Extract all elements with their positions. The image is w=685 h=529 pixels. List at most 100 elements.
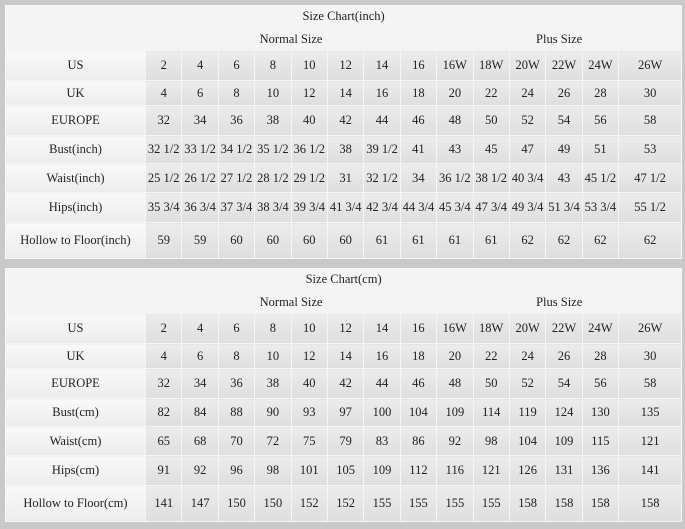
size-value-cell: 20W: [508, 50, 547, 81]
size-value-cell: 22W: [545, 313, 583, 344]
size-value-cell: 72: [254, 426, 292, 456]
size-value-cell: 136: [581, 455, 620, 486]
corner-cell: [5, 290, 146, 314]
chart-title: Size Chart(inch): [4, 5, 683, 28]
size-value-cell: 121: [618, 426, 683, 456]
size-value-cell: 40: [290, 368, 328, 399]
size-value-cell: 92: [436, 426, 474, 456]
size-value-cell: 131: [545, 455, 583, 486]
size-value-cell: 62: [618, 222, 683, 259]
size-value-cell: 58: [618, 105, 683, 136]
size-value-cell: 37 3/4: [217, 192, 256, 223]
size-value-cell: 51: [581, 135, 620, 164]
size-value-cell: 50: [472, 368, 510, 399]
size-value-cell: 31: [326, 163, 365, 193]
size-value-cell: 34: [399, 163, 438, 193]
size-value-cell: 28 1/2: [254, 163, 292, 193]
row-label: Waist(cm): [5, 426, 146, 456]
row-label: Waist(inch): [5, 163, 146, 193]
size-value-cell: 26W: [618, 50, 683, 81]
size-value-cell: 45 1/2: [581, 163, 620, 193]
size-value-cell: 100: [363, 398, 401, 427]
table-row: EUROPE 32 34 36 38 40 42 44 46 48 50 52 54 56 58: [5, 105, 683, 136]
table-row: EUROPE 32 34 36 38 40 42 44 46 48 50 52 54 56 58: [5, 368, 683, 399]
size-value-cell: 42: [326, 368, 365, 399]
size-value-cell: 26 1/2: [181, 163, 219, 193]
size-value-cell: 114: [472, 398, 510, 427]
row-label: Hollow to Floor(cm): [5, 485, 146, 522]
size-value-cell: 14: [326, 343, 365, 369]
size-value-cell: 135: [618, 398, 683, 427]
size-value-cell: 6: [217, 313, 256, 344]
size-value-cell: 26: [545, 343, 583, 369]
size-value-cell: 30: [618, 343, 683, 369]
size-value-cell: 38 1/2: [472, 163, 510, 193]
size-value-cell: 130: [581, 398, 620, 427]
size-value-cell: 49: [545, 135, 583, 164]
size-value-cell: 105: [326, 455, 365, 486]
size-value-cell: 32 1/2: [363, 163, 401, 193]
size-value-cell: 126: [508, 455, 547, 486]
size-value-cell: 42: [326, 105, 365, 136]
size-value-cell: 20: [436, 80, 474, 106]
size-value-cell: 24: [508, 80, 547, 106]
size-value-cell: 45: [472, 135, 510, 164]
size-value-cell: 60: [326, 222, 365, 259]
size-value-cell: 90: [254, 398, 292, 427]
size-value-cell: 43: [436, 135, 474, 164]
size-value-cell: 152: [290, 485, 328, 522]
size-value-cell: 70: [217, 426, 256, 456]
size-value-cell: 59: [181, 222, 219, 259]
size-value-cell: 150: [217, 485, 256, 522]
size-value-cell: 61: [472, 222, 510, 259]
size-value-cell: 16: [363, 80, 401, 106]
row-label: US: [5, 50, 146, 81]
size-value-cell: 48: [436, 105, 474, 136]
size-value-cell: 46: [399, 368, 438, 399]
row-label: Hollow to Floor(inch): [5, 222, 146, 259]
size-value-cell: 44: [363, 368, 401, 399]
size-value-cell: 20W: [508, 313, 547, 344]
size-value-cell: 75: [290, 426, 328, 456]
size-value-cell: 39 1/2: [363, 135, 401, 164]
size-value-cell: 14: [326, 80, 365, 106]
table-row: Waist(cm) 65 68 70 72 75 79 83 86 92 98 104 109 115 12…: [5, 426, 683, 456]
size-value-cell: 147: [181, 485, 219, 522]
size-value-cell: 41 3/4: [326, 192, 365, 223]
group-header-plus: Plus Size: [436, 27, 683, 51]
table-row: US 2 4 6 8 10 12 14 16 16W 18W 20W 22W 24W 26W: [5, 313, 683, 344]
size-value-cell: 8: [217, 80, 256, 106]
size-value-cell: 46: [399, 105, 438, 136]
size-value-cell: 16: [363, 343, 401, 369]
size-value-cell: 47: [508, 135, 547, 164]
size-value-cell: 4: [144, 343, 183, 369]
size-value-cell: 52: [508, 368, 547, 399]
size-value-cell: 12: [326, 313, 365, 344]
size-value-cell: 116: [436, 455, 474, 486]
size-value-cell: 84: [181, 398, 219, 427]
size-value-cell: 25 1/2: [144, 163, 183, 193]
size-value-cell: 92: [181, 455, 219, 486]
size-value-cell: 52: [508, 105, 547, 136]
size-value-cell: 29 1/2: [290, 163, 328, 193]
size-value-cell: 6: [181, 80, 219, 106]
size-value-cell: 38: [254, 105, 292, 136]
size-value-cell: 40 3/4: [508, 163, 547, 193]
size-value-cell: 32: [144, 105, 183, 136]
size-value-cell: 14: [363, 50, 401, 81]
size-value-cell: 40: [290, 105, 328, 136]
size-value-cell: 18: [399, 343, 438, 369]
size-value-cell: 155: [436, 485, 474, 522]
size-value-cell: 86: [399, 426, 438, 456]
size-value-cell: 48: [436, 368, 474, 399]
size-value-cell: 141: [144, 485, 183, 522]
size-value-cell: 158: [581, 485, 620, 522]
size-value-cell: 65: [144, 426, 183, 456]
size-value-cell: 18W: [472, 313, 510, 344]
size-value-cell: 79: [326, 426, 365, 456]
size-chart-cm: Size Chart(cm) Normal Size Plus Size US 2 4 6 8…: [4, 268, 683, 522]
size-value-cell: 62: [581, 222, 620, 259]
size-value-cell: 61: [399, 222, 438, 259]
size-value-cell: 4: [144, 80, 183, 106]
size-value-cell: 47 3/4: [472, 192, 510, 223]
